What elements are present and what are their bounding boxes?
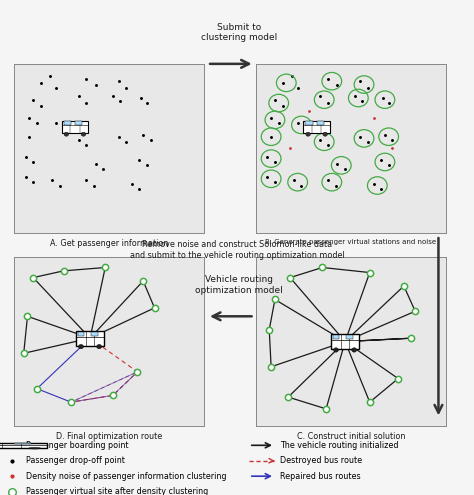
Bar (78, 332, 84, 336)
Bar (14, 443, 31, 445)
Circle shape (28, 447, 41, 449)
Bar (64, 121, 71, 125)
FancyBboxPatch shape (331, 334, 359, 349)
Text: D. Final optimization route: D. Final optimization route (56, 432, 162, 441)
Bar (333, 336, 339, 339)
Text: The vehicle routing initialized: The vehicle routing initialized (280, 441, 398, 450)
Text: Destroyed bus route: Destroyed bus route (280, 456, 362, 465)
Text: Submit to
clustering model: Submit to clustering model (201, 23, 277, 42)
Text: A. Get passenger information: A. Get passenger information (50, 239, 168, 248)
Circle shape (323, 132, 328, 136)
Circle shape (306, 132, 310, 136)
Circle shape (81, 132, 86, 136)
Text: Passenger drop-off point: Passenger drop-off point (26, 456, 125, 465)
Text: Passenger virtual site after density clustering: Passenger virtual site after density clu… (26, 487, 208, 495)
Bar (317, 121, 324, 125)
FancyBboxPatch shape (0, 443, 47, 448)
Text: Passenger boarding point: Passenger boarding point (26, 441, 128, 450)
Text: Remove noise and construct Solomon-like data
and submit to the vehicle routing o: Remove noise and construct Solomon-like … (129, 240, 345, 260)
FancyBboxPatch shape (303, 121, 330, 133)
Text: C. Construct initial solution: C. Construct initial solution (297, 432, 405, 441)
Bar (75, 121, 82, 125)
Circle shape (79, 345, 83, 349)
Text: Density noise of passenger information clustering: Density noise of passenger information c… (26, 472, 227, 481)
Circle shape (97, 345, 101, 349)
Circle shape (334, 348, 338, 352)
Bar (91, 332, 98, 336)
FancyBboxPatch shape (76, 331, 104, 346)
FancyBboxPatch shape (62, 121, 88, 133)
Text: Vehicle routing
optimization model: Vehicle routing optimization model (195, 275, 283, 295)
Text: B. Generate passenger virtual stations and noise: B. Generate passenger virtual stations a… (265, 239, 437, 245)
Circle shape (352, 348, 356, 352)
Bar (305, 121, 313, 125)
Bar (346, 336, 353, 339)
Circle shape (64, 132, 69, 136)
Text: Repaired bus routes: Repaired bus routes (280, 472, 360, 481)
